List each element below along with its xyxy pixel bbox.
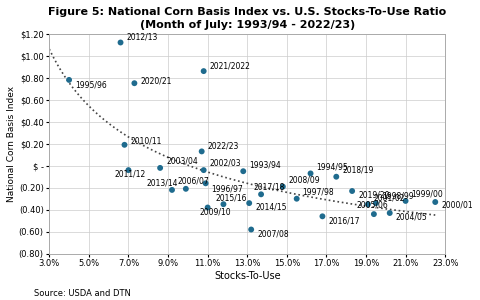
Text: 2006/07: 2006/07 xyxy=(178,176,210,185)
Point xyxy=(117,40,124,45)
Point xyxy=(432,200,439,204)
Text: 1996/97: 1996/97 xyxy=(212,184,243,193)
Text: 2015/16: 2015/16 xyxy=(216,193,247,202)
Text: 2012/13: 2012/13 xyxy=(126,32,158,41)
Point xyxy=(293,196,300,201)
Y-axis label: National Corn Basis Index: National Corn Basis Index xyxy=(7,85,16,202)
Point xyxy=(364,202,372,207)
Point xyxy=(204,205,212,210)
Point xyxy=(402,199,409,203)
Point xyxy=(200,168,207,172)
Point xyxy=(319,214,326,219)
Point xyxy=(182,186,190,191)
Text: 2014/15: 2014/15 xyxy=(255,203,287,212)
Point xyxy=(220,202,228,207)
Text: 2009/10: 2009/10 xyxy=(200,207,231,216)
Text: 2022/23: 2022/23 xyxy=(208,141,239,150)
Text: 2008/09: 2008/09 xyxy=(289,176,321,184)
Point xyxy=(168,188,176,192)
Text: 1995/96: 1995/96 xyxy=(75,81,107,90)
Point xyxy=(279,184,287,189)
Text: 2017/18: 2017/18 xyxy=(253,182,285,191)
Text: 2020/21: 2020/21 xyxy=(140,76,172,85)
Point xyxy=(372,201,380,206)
Point xyxy=(200,69,207,74)
Text: 2019/20: 2019/20 xyxy=(358,191,390,200)
Text: 2004/05: 2004/05 xyxy=(396,213,427,222)
Text: 1998/99: 1998/99 xyxy=(382,192,413,201)
Text: 2016/17: 2016/17 xyxy=(328,216,360,225)
Point xyxy=(125,168,132,172)
Point xyxy=(198,149,205,154)
Point xyxy=(65,77,73,82)
Point xyxy=(307,171,314,176)
Title: Figure 5: National Corn Basis Index vs. U.S. Stocks-To-Use Ratio
(Month of July:: Figure 5: National Corn Basis Index vs. … xyxy=(48,7,446,30)
Text: 1999/00: 1999/00 xyxy=(411,190,443,199)
Point xyxy=(240,169,247,174)
Text: 1997/98: 1997/98 xyxy=(302,188,334,196)
Point xyxy=(386,211,394,215)
Point xyxy=(333,174,340,179)
Text: 2002/03: 2002/03 xyxy=(210,159,241,168)
Point xyxy=(247,227,255,232)
Point xyxy=(156,166,164,170)
Point xyxy=(257,192,265,197)
Point xyxy=(370,212,378,217)
Text: 2010/11: 2010/11 xyxy=(131,137,162,146)
Text: 2011/12: 2011/12 xyxy=(115,170,146,179)
Text: 2000/01: 2000/01 xyxy=(441,201,473,210)
Point xyxy=(120,142,128,147)
Text: 1994/95: 1994/95 xyxy=(316,162,348,171)
Text: Source: USDA and DTN: Source: USDA and DTN xyxy=(34,290,131,298)
Text: 2018/19: 2018/19 xyxy=(342,166,373,175)
Point xyxy=(245,201,253,206)
Text: 2021/2022: 2021/2022 xyxy=(210,61,251,70)
Text: 2007/08: 2007/08 xyxy=(257,229,289,238)
Text: 2001/02: 2001/02 xyxy=(374,193,406,202)
Point xyxy=(131,81,138,85)
X-axis label: Stocks-To-Use: Stocks-To-Use xyxy=(214,271,280,281)
Point xyxy=(202,181,209,186)
Point xyxy=(348,189,356,194)
Text: 2013/14: 2013/14 xyxy=(146,179,178,188)
Text: 2003/04: 2003/04 xyxy=(166,157,198,166)
Text: 1993/94: 1993/94 xyxy=(249,160,281,169)
Text: 2005/06: 2005/06 xyxy=(356,201,388,210)
